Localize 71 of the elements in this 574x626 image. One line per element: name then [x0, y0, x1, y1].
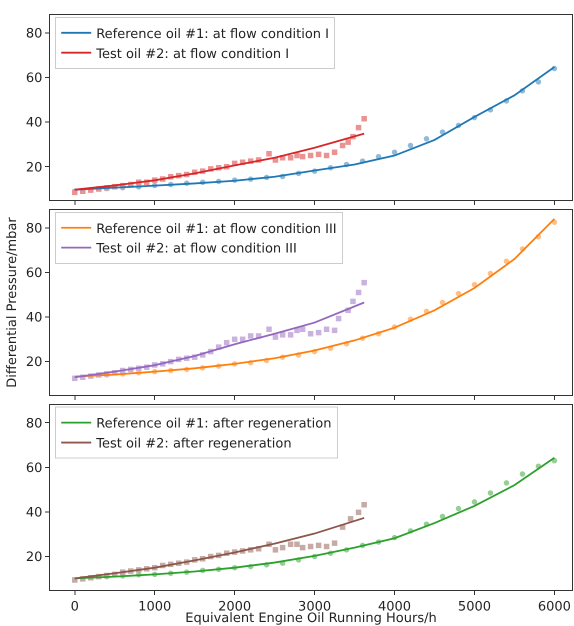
y-tick-label: 40 [26, 505, 42, 520]
point [424, 136, 430, 142]
point [472, 499, 478, 505]
point [488, 490, 494, 496]
point [288, 155, 294, 161]
y-tick-label: 80 [26, 416, 42, 432]
y-tick-label: 40 [26, 116, 42, 131]
x-tick-label: 5000 [458, 600, 492, 615]
point [272, 547, 278, 553]
y-tick-label: 20 [26, 550, 42, 566]
x-tick-label: 1000 [138, 600, 172, 615]
legend-label: Reference oil #1: after regeneration [96, 416, 332, 432]
point [272, 334, 278, 340]
point [520, 471, 526, 477]
point [288, 542, 294, 548]
point [348, 516, 354, 522]
point [266, 326, 272, 332]
y-axis-title: Differential Pressure/mbar [4, 216, 20, 388]
point [316, 152, 322, 158]
x-tick-label: 0 [70, 600, 79, 615]
point [324, 152, 330, 158]
point [324, 326, 330, 332]
y-tick-label: 40 [26, 310, 42, 326]
point [232, 336, 238, 342]
point [504, 480, 510, 486]
point [408, 142, 414, 148]
point [248, 333, 254, 339]
point [332, 540, 338, 546]
point [308, 152, 314, 158]
point [332, 149, 338, 155]
legend-label: Test oil #2: after regeneration [95, 436, 292, 452]
point [294, 152, 300, 158]
point [361, 116, 367, 122]
y-tick-label: 60 [26, 71, 42, 86]
point [224, 340, 230, 346]
point [308, 330, 314, 336]
point [356, 124, 362, 130]
point [266, 151, 272, 156]
legend-label: Reference oil #1: at flow condition I [96, 26, 329, 42]
point [316, 330, 322, 336]
point [294, 542, 300, 548]
point [288, 332, 294, 338]
legend-label: Test oil #2: at flow condition I [95, 46, 290, 62]
y-tick-label: 80 [26, 221, 42, 236]
legend-label: Reference oil #1: at flow condition III [96, 222, 337, 237]
point [336, 316, 342, 322]
point [361, 502, 367, 508]
x-tick-label: 6000 [538, 600, 571, 615]
point [332, 328, 338, 334]
point [300, 544, 306, 550]
point [324, 544, 330, 550]
point [356, 290, 362, 296]
y-tick-label: 20 [26, 355, 42, 370]
point [350, 298, 356, 304]
point [456, 506, 462, 512]
point [316, 542, 322, 548]
point [300, 154, 306, 160]
point [280, 332, 286, 338]
y-tick-label: 80 [26, 26, 42, 42]
y-tick-label: 60 [26, 266, 42, 281]
point [340, 142, 346, 148]
point [345, 139, 351, 145]
y-tick-label: 60 [26, 460, 42, 476]
point [392, 149, 398, 155]
point [361, 280, 367, 286]
point [300, 326, 306, 332]
point [280, 544, 286, 550]
point [308, 544, 314, 550]
legend-label: Test oil #2: at flow condition III [95, 242, 297, 257]
point [356, 510, 362, 516]
y-tick-label: 20 [26, 160, 42, 176]
